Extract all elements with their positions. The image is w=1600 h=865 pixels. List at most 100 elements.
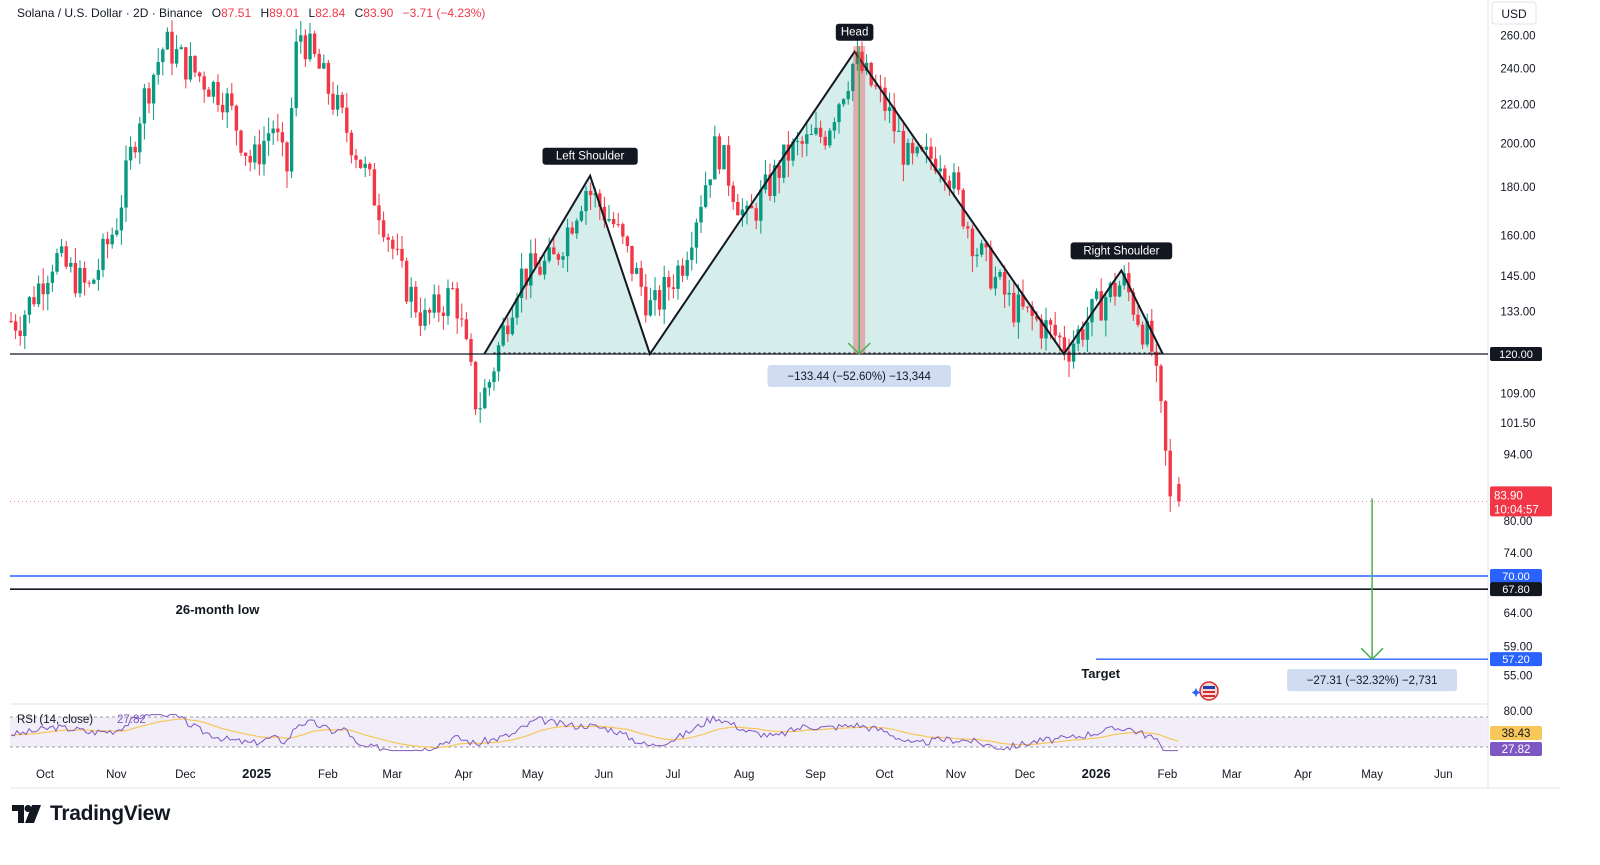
candle (506, 317, 510, 342)
candle (699, 195, 703, 234)
candle (1090, 298, 1094, 337)
symbol-title: Solana / U.S. Dollar · 2D · Binance (17, 6, 203, 20)
candle (55, 248, 59, 275)
candle (46, 275, 50, 311)
candle (262, 126, 266, 176)
annotation-target[interactable]: Target (1081, 666, 1120, 681)
candle (947, 175, 952, 196)
candle (41, 268, 45, 311)
svg-text:−133.44 (−52.60%) −13,344: −133.44 (−52.60%) −13,344 (787, 371, 931, 383)
candle (1168, 438, 1172, 512)
currency-button[interactable] (1491, 1, 1537, 25)
candle (400, 235, 404, 268)
candle (381, 211, 386, 242)
candle (952, 163, 956, 198)
candle (915, 145, 919, 157)
candle (772, 159, 777, 203)
candle (496, 341, 501, 382)
candle (565, 218, 570, 273)
candle (101, 233, 105, 278)
pattern-area (484, 51, 1163, 354)
candle (906, 138, 910, 166)
close-label: C (355, 6, 364, 20)
candle (809, 124, 814, 136)
candle (386, 233, 390, 252)
candle (78, 260, 82, 298)
candle (266, 117, 271, 156)
candle (423, 298, 427, 331)
candle (418, 297, 423, 337)
candle (326, 59, 331, 105)
time-tick-label: 2025 (242, 766, 271, 781)
change-value: −3.71 (−4.23%) (403, 6, 486, 20)
candle (639, 260, 643, 296)
pattern-label: Head (835, 23, 874, 41)
candle (611, 212, 616, 228)
candle (345, 93, 349, 143)
candle (455, 282, 459, 334)
candle (358, 159, 363, 169)
price-axis[interactable]: 260.00 240.00 220.00 200.00 180.00 160.00 145.… (1490, 31, 1552, 756)
measure-tool[interactable]: −27.31 (−32.32%) −2,731 (1287, 498, 1458, 692)
candle (1127, 262, 1131, 302)
candle (782, 144, 786, 184)
rsi-ma-tag-label: 38.43 (1502, 728, 1531, 740)
candle (924, 133, 929, 164)
candle (253, 135, 257, 170)
candle (409, 277, 413, 318)
candle (289, 97, 294, 178)
candle (653, 277, 657, 316)
pattern-label: Right Shoulder (1070, 242, 1173, 260)
candle (910, 138, 915, 165)
candle (248, 149, 252, 172)
currency-label: USD (1501, 7, 1527, 21)
candle (257, 129, 262, 176)
level-price-tag (1490, 347, 1542, 361)
candle (726, 135, 731, 196)
candle (984, 241, 988, 262)
rsi-title[interactable]: RSI (14, close) (17, 714, 93, 726)
high-label: H (260, 6, 269, 20)
candle (1025, 306, 1030, 313)
time-tick-label: Jun (1434, 769, 1453, 781)
candle (837, 102, 841, 134)
price-tick-label: 74.00 (1504, 548, 1533, 560)
measure-tool[interactable]: −133.44 (−52.60%) −13,344 (767, 46, 951, 387)
candle (970, 224, 975, 273)
candle (87, 280, 91, 288)
last-price-tag[interactable] (1490, 486, 1552, 517)
candle (644, 274, 648, 323)
time-tick-label: Nov (946, 769, 967, 781)
time-axis[interactable]: Oct Nov Dec 2025 Feb Mar Apr May Jun Jul Aug Sep Oct… (36, 766, 1453, 781)
time-tick-label: 2026 (1082, 766, 1111, 781)
tv-app-icon[interactable] (1191, 681, 1219, 701)
candle (469, 333, 473, 366)
candle (294, 28, 298, 117)
head-and-shoulders-pattern[interactable]: Left Shoulder Head Right Shoulder (483, 23, 1173, 357)
candle (13, 314, 18, 340)
time-tick-label: Dec (175, 769, 196, 781)
annotation-26-month-low[interactable]: 26-month low (176, 602, 261, 617)
candle (1159, 363, 1163, 414)
svg-text:−27.31 (−32.32%) −2,731: −27.31 (−32.32%) −2,731 (1307, 675, 1438, 687)
candle (602, 196, 607, 228)
candle (464, 312, 469, 341)
candle (280, 121, 285, 157)
pattern-outline[interactable] (483, 49, 1164, 357)
level-price-tag (1490, 569, 1542, 583)
candle (768, 163, 772, 201)
measurement-tools[interactable]: −133.44 (−52.60%) −13,344 −27.31 (−32.32%… (176, 46, 1458, 692)
tradingview-logo[interactable]: TradingView (12, 802, 170, 826)
candle (174, 34, 179, 68)
candle (1163, 400, 1168, 466)
candle (901, 120, 906, 182)
candle (483, 378, 487, 410)
svg-text:Left Shoulder: Left Shoulder (556, 151, 625, 163)
candle (1136, 304, 1140, 328)
candle (1076, 325, 1080, 352)
candle (864, 54, 869, 76)
time-tick-label: Sep (805, 769, 825, 781)
candle (648, 287, 653, 317)
